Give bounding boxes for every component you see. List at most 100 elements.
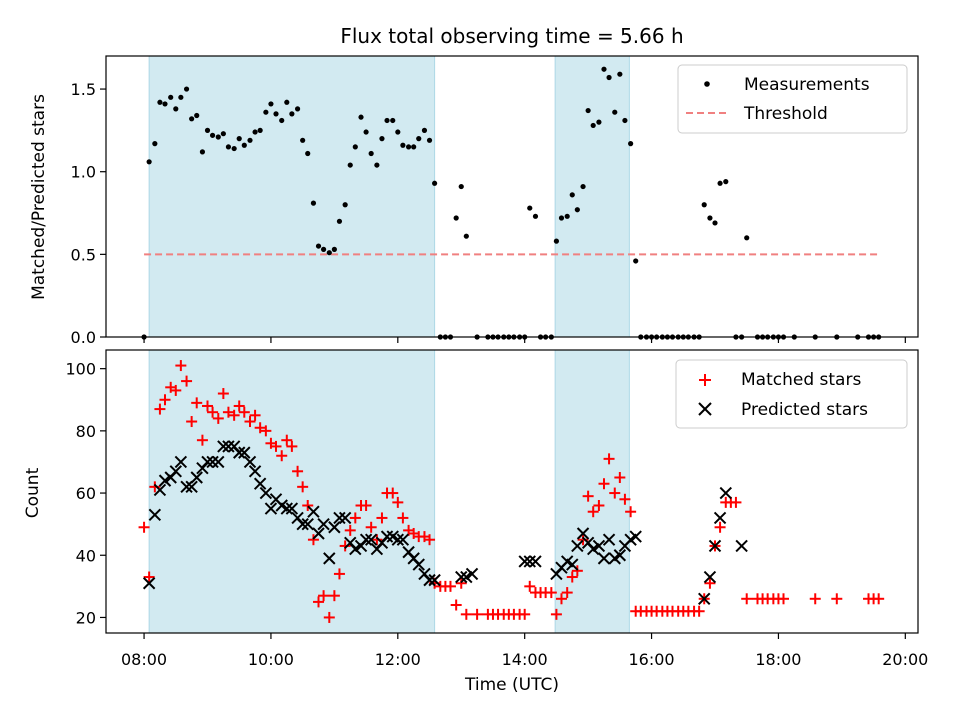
predicted-star-point <box>323 552 336 565</box>
y-tick-label: 20 <box>76 608 96 627</box>
matched-star-point <box>228 409 240 421</box>
measurement-point <box>183 86 190 92</box>
predicted-star-point <box>566 558 579 571</box>
measurement-point <box>374 162 380 168</box>
predicted-star-point <box>190 471 203 484</box>
bottom-axes-frame <box>105 349 919 634</box>
matched-star-point <box>149 481 161 493</box>
predicted-star-point <box>317 517 330 531</box>
matched-star-point <box>582 490 594 502</box>
bottom-legend: Matched stars Predicted stars <box>675 359 908 429</box>
matched-star-point <box>714 521 726 533</box>
measurement-point <box>284 99 290 105</box>
matched-star-point <box>566 571 578 583</box>
measurement-point <box>300 137 306 143</box>
matched-star-point <box>873 593 885 605</box>
matched-star-point <box>397 512 409 524</box>
predicted-star-point <box>698 592 711 605</box>
measurement-point <box>712 220 718 226</box>
matched-star-point <box>281 434 293 446</box>
predicted-star-point <box>212 455 225 469</box>
matched-star-point <box>292 465 304 477</box>
matched-star-point <box>555 593 567 605</box>
measurement-point <box>532 213 539 219</box>
predicted-star-point <box>253 477 267 490</box>
measurement-point <box>564 213 570 219</box>
matched-star-point <box>455 577 467 589</box>
matched-star-point <box>175 360 187 372</box>
measurement-point <box>363 129 369 135</box>
predicted-star-point <box>349 542 362 556</box>
measurement-point <box>395 129 401 135</box>
matched-star-point <box>577 534 589 546</box>
measurement-point <box>331 246 337 252</box>
matched-star-point <box>545 587 557 599</box>
matched-star-point <box>593 499 605 511</box>
predicted-star-point <box>217 440 230 453</box>
predicted-star-point <box>460 570 473 584</box>
measurement-point <box>257 127 263 133</box>
predicted-star-point <box>719 486 732 500</box>
matched-star-point <box>313 596 325 608</box>
predicted-star-point <box>597 552 611 565</box>
predicted-star-point <box>248 465 262 478</box>
matched-star-point <box>196 434 208 446</box>
predicted-star-point <box>529 555 542 568</box>
measurement-point <box>527 205 533 211</box>
measurement-point <box>717 180 723 186</box>
matched-star-point <box>344 524 356 536</box>
predicted-star-point <box>296 517 309 531</box>
predicted-star-point <box>259 486 273 500</box>
measurement-point <box>463 233 469 239</box>
bottom-panel: 20 40 60 80 100 08:00 10:00 12:00 14:00 16:00 18:… <box>23 349 928 695</box>
predicted-star-point <box>148 508 162 522</box>
top-y-axis-label: Matched/Predicted stars <box>29 94 49 300</box>
measurement-point <box>152 141 158 147</box>
matched-star-point <box>170 384 182 396</box>
matched-star-point <box>349 512 361 524</box>
predicted-star-point <box>576 527 590 540</box>
predicted-star-point <box>185 480 198 494</box>
matched-star-point <box>730 496 742 508</box>
measurement-point <box>400 142 406 148</box>
measurement-point <box>209 132 216 138</box>
x-tick-label: 10:00 <box>248 650 294 669</box>
predicted-star-point <box>333 511 346 525</box>
measurement-point <box>358 114 364 120</box>
measurement-point <box>426 137 433 143</box>
measurement-point <box>326 250 332 256</box>
predicted-star-point <box>518 555 531 568</box>
predicted-star-point <box>301 517 314 531</box>
predicted-star-point <box>238 446 251 459</box>
measurement-point <box>320 246 327 252</box>
predicted-star-point <box>222 440 235 453</box>
matched-star-point <box>460 608 472 620</box>
matched-star-point <box>519 608 531 620</box>
measurement-point <box>352 144 358 150</box>
predicted-star-point <box>592 539 606 553</box>
measurement-point <box>279 117 285 124</box>
matched-star-point <box>138 521 150 533</box>
measurement-point <box>268 101 274 107</box>
predicted-star-point <box>158 474 172 487</box>
predicted-star-point <box>264 502 278 515</box>
legend-predicted-marker <box>698 402 712 416</box>
matched-star-point <box>270 440 282 452</box>
matched-star-point <box>318 590 330 602</box>
predicted-star-point <box>391 533 405 546</box>
measurement-point <box>236 136 242 142</box>
predicted-star-point <box>703 570 717 584</box>
measurement-point <box>601 66 607 72</box>
measurement-point <box>368 150 374 157</box>
matched-star-point <box>609 487 621 499</box>
matched-star-point <box>286 440 298 452</box>
matched-star-point <box>339 540 351 552</box>
measurement-point <box>342 202 348 208</box>
matched-star-point <box>238 406 250 418</box>
predicted-star-point <box>571 539 584 553</box>
y-tick-label: 80 <box>76 422 96 441</box>
matched-star-point <box>307 534 319 546</box>
matched-star-point <box>323 611 335 623</box>
matched-star-point <box>741 593 753 605</box>
